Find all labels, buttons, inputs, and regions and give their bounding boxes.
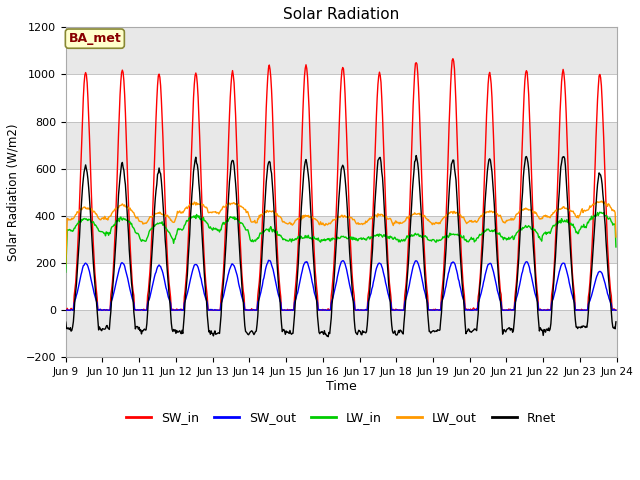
- SW_in: [612, 307, 620, 313]
- SW_in: [424, 293, 431, 299]
- Y-axis label: Solar Radiation (W/m2): Solar Radiation (W/m2): [7, 123, 20, 261]
- LW_in: [129, 223, 136, 229]
- Line: LW_in: LW_in: [66, 212, 616, 272]
- SW_out: [213, 307, 221, 313]
- LW_out: [424, 217, 431, 223]
- Text: BA_met: BA_met: [68, 32, 121, 45]
- Rnet: [612, 319, 620, 325]
- LW_in: [62, 269, 70, 275]
- SW_out: [72, 296, 79, 301]
- SW_out: [424, 307, 432, 313]
- SW_in: [408, 148, 415, 154]
- SW_in: [129, 280, 136, 286]
- LW_in: [408, 232, 415, 238]
- Rnet: [324, 334, 332, 339]
- Line: LW_out: LW_out: [66, 201, 616, 264]
- SW_in: [184, 239, 192, 245]
- Line: SW_in: SW_in: [66, 59, 616, 310]
- LW_in: [213, 227, 221, 232]
- Rnet: [62, 319, 70, 325]
- SW_out: [62, 307, 70, 313]
- Rnet: [426, 328, 433, 334]
- LW_in: [424, 237, 431, 242]
- SW_in: [62, 307, 70, 313]
- Rnet: [412, 153, 420, 158]
- Title: Solar Radiation: Solar Radiation: [283, 7, 399, 22]
- LW_in: [612, 244, 620, 250]
- LW_out: [129, 208, 136, 214]
- Rnet: [213, 331, 221, 336]
- SW_out: [408, 267, 416, 273]
- LW_out: [72, 212, 79, 217]
- Bar: [66, 27, 617, 74]
- Legend: SW_in, SW_out, LW_in, LW_out, Rnet: SW_in, SW_out, LW_in, LW_out, Rnet: [121, 407, 561, 430]
- Rnet: [129, 287, 136, 293]
- LW_out: [598, 198, 605, 204]
- SW_out: [265, 257, 273, 263]
- SW_out: [184, 287, 192, 293]
- SW_in: [72, 280, 79, 286]
- LW_out: [612, 234, 620, 240]
- Bar: [66, 121, 617, 169]
- LW_out: [408, 213, 415, 219]
- SW_out: [612, 307, 620, 313]
- Rnet: [408, 189, 416, 194]
- SW_in: [449, 56, 457, 61]
- LW_in: [72, 223, 79, 229]
- Line: SW_out: SW_out: [66, 260, 616, 310]
- SW_in: [213, 307, 221, 313]
- LW_out: [213, 210, 221, 216]
- Line: Rnet: Rnet: [66, 156, 616, 336]
- Bar: [66, 310, 617, 357]
- LW_in: [184, 218, 192, 224]
- Bar: [66, 216, 617, 263]
- LW_out: [62, 261, 70, 267]
- SW_out: [129, 296, 136, 301]
- LW_out: [184, 204, 192, 210]
- Rnet: [72, 289, 79, 295]
- LW_in: [596, 209, 604, 215]
- X-axis label: Time: Time: [326, 380, 356, 393]
- Rnet: [184, 256, 192, 262]
